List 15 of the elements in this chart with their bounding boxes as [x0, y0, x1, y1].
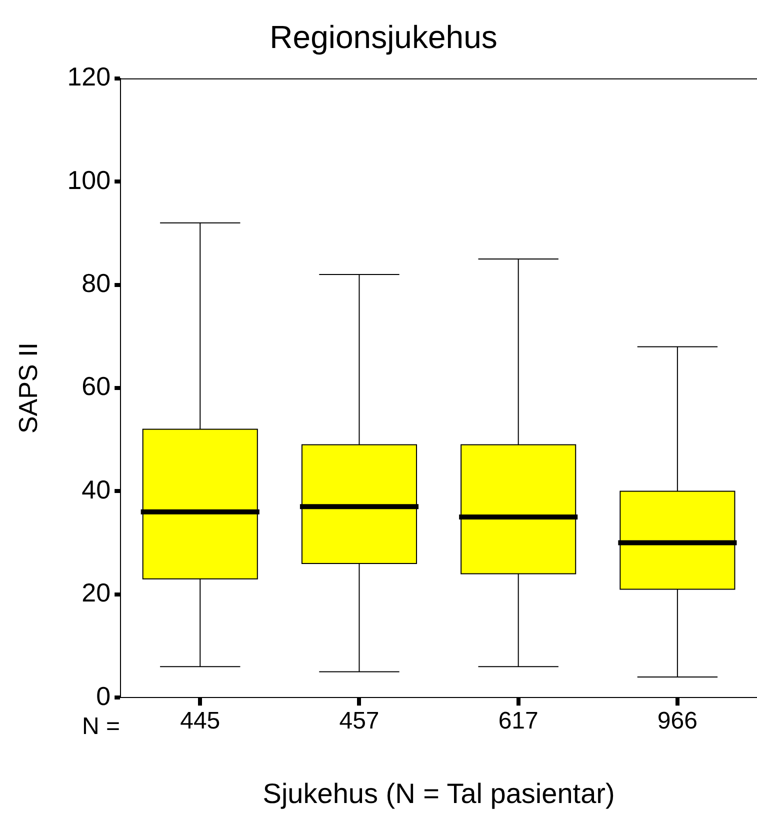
chart-title: Regionsjukehus: [270, 19, 498, 56]
text: N =: [82, 713, 120, 740]
y-tick-label: 100: [67, 164, 111, 195]
x-tick-label: 966: [657, 708, 698, 735]
y-axis-title: SAPS II: [12, 342, 43, 434]
y-tick-label: 80: [82, 268, 111, 298]
x-tick-label: 617: [498, 708, 538, 735]
x-tick-label: 457: [339, 708, 380, 735]
y-tick-label: 60: [82, 371, 111, 402]
y-tick-label: 120: [67, 62, 111, 92]
y-tick-label: 40: [82, 474, 111, 504]
x-tick-label: 445: [180, 708, 220, 735]
y-tick-label: 20: [82, 578, 111, 608]
x-axis-title: Sjukehus (N = Tal pasientar): [262, 778, 615, 809]
y-tick-label: 0: [96, 680, 111, 711]
